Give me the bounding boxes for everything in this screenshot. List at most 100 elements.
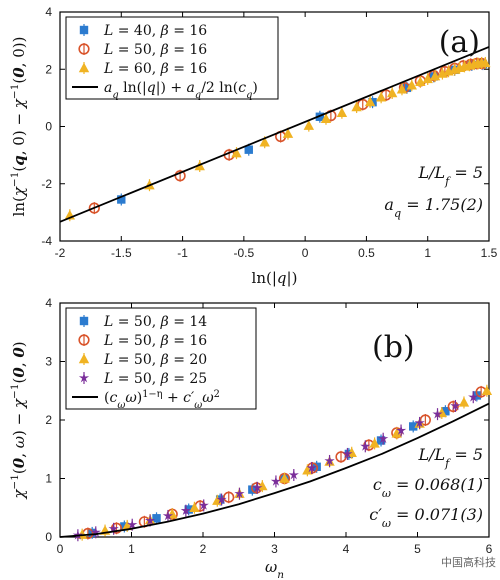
data-point — [409, 422, 418, 431]
data-point — [270, 476, 282, 486]
legend-marker — [78, 334, 90, 346]
panel-b-ylabel: χ−1(0, ω) − χ−1(0, 0) — [9, 341, 28, 499]
data-point — [468, 391, 479, 402]
data-point — [342, 448, 353, 459]
data-point — [360, 440, 371, 451]
legend-entry: L = 60, β = 16 — [103, 61, 207, 77]
x-tick-label: -2 — [55, 246, 66, 260]
data-point — [480, 57, 491, 68]
y-tick-label: 0 — [45, 530, 52, 544]
legend-box — [65, 307, 257, 410]
data-point — [282, 128, 294, 138]
data-point — [422, 73, 433, 84]
data-point — [234, 488, 245, 499]
data-point — [162, 510, 174, 521]
annotation: aq = 1.75(2) — [384, 195, 483, 220]
x-tick-label: 1 — [424, 246, 431, 260]
legend-entry: L = 50, β = 16 — [103, 333, 207, 349]
data-point — [223, 491, 235, 503]
data-point — [415, 76, 426, 87]
panel-b-legend: L = 50, β = 14 L = 50, β = 16 L = 50, β = … — [65, 307, 257, 411]
data-point — [447, 400, 459, 413]
panel-b-ticks: 0 1 2 3 4 5 6 0 1 2 3 4 — [45, 296, 492, 556]
data-point — [320, 113, 332, 123]
data-point — [244, 145, 253, 154]
panel-b-annotations: L/Lf = 5 cω = 0.068(1) c′ω = 0.071(3) — [369, 445, 483, 530]
legend-box — [65, 16, 279, 100]
fit-line — [59, 402, 490, 538]
data-point — [306, 462, 317, 473]
data-point — [216, 494, 227, 504]
data-point — [231, 147, 242, 158]
legend-marker — [78, 372, 90, 383]
panel-a-legend: L = 40, β = 16 L = 50, β = 16 L = 60, β = … — [65, 16, 279, 101]
data-point — [88, 202, 100, 214]
data-point — [458, 397, 470, 407]
data-point — [432, 408, 443, 419]
data-point — [302, 464, 313, 475]
data-point — [288, 469, 299, 480]
annotation: L/Lf = 5 — [417, 445, 483, 470]
y-tick-label: 2 — [45, 413, 52, 427]
x-tick-label: 6 — [486, 542, 493, 556]
data-point — [378, 433, 389, 444]
y-tick-label: 4 — [45, 296, 52, 310]
y-tick-label: 0 — [45, 120, 52, 134]
data-point — [375, 91, 387, 102]
legend-entry-fit: aq ln(|q|) + aq/2 ln(cq) — [104, 80, 258, 101]
legend-marker — [79, 25, 89, 35]
data-point — [189, 502, 200, 512]
data-point — [395, 425, 407, 435]
panel-b-plot — [59, 384, 493, 542]
panel-a-label: (a) — [439, 25, 480, 60]
data-point — [450, 400, 461, 411]
y-tick-label: 4 — [45, 5, 52, 19]
legend-marker — [78, 43, 90, 55]
watermark-text: 中国高科技 — [441, 555, 496, 569]
legend-entry: L = 50, β = 14 — [103, 314, 207, 330]
x-tick-label: 1 — [128, 542, 135, 556]
data-point — [259, 136, 270, 147]
y-tick-label: -2 — [41, 177, 52, 191]
data-point — [396, 83, 408, 94]
y-tick-label: -4 — [41, 234, 52, 248]
annotation: c′ω = 0.071(3) — [369, 505, 483, 530]
fit-line — [59, 46, 490, 223]
x-tick-label: 1.5 — [481, 246, 498, 260]
data-point — [108, 523, 119, 534]
legend-entry: L = 50, β = 20 — [103, 352, 207, 368]
y-tick-label: 2 — [45, 62, 52, 76]
legend-entry: L = 40, β = 16 — [103, 23, 207, 39]
panel-b-label: (b) — [372, 330, 415, 365]
x-tick-label: 3 — [271, 542, 278, 556]
panel-a-annotations: L/Lf = 5 aq = 1.75(2) — [384, 163, 483, 220]
x-tick-label: 4 — [343, 542, 350, 556]
x-tick-label: 2 — [200, 542, 207, 556]
data-point — [364, 96, 376, 107]
x-tick-label: 5 — [414, 542, 421, 556]
legend-entry-fit: (cωω)1−η + c′ωω2 — [104, 389, 220, 411]
data-point — [369, 438, 380, 448]
y-tick-label: 3 — [45, 355, 52, 369]
panel-a-plot — [59, 46, 491, 223]
data-point — [90, 526, 101, 537]
data-point — [180, 505, 191, 515]
data-point — [386, 87, 398, 98]
data-point — [481, 385, 493, 395]
data-point — [429, 70, 441, 81]
data-point — [391, 428, 402, 438]
panel-b-xlabel: ωn — [265, 558, 284, 580]
data-point — [127, 519, 138, 530]
data-point — [402, 83, 412, 93]
panel-a-xlabel: ln(|q|) — [252, 269, 298, 287]
x-tick-label: 0 — [57, 542, 64, 556]
annotation: cω = 0.068(1) — [373, 475, 483, 500]
data-point — [336, 107, 348, 117]
legend-marker — [79, 316, 89, 326]
legend-marker — [78, 62, 90, 73]
x-tick-label: -1 — [177, 246, 188, 260]
data-point — [414, 417, 425, 428]
y-tick-label: 1 — [45, 472, 52, 486]
data-point — [145, 515, 156, 525]
